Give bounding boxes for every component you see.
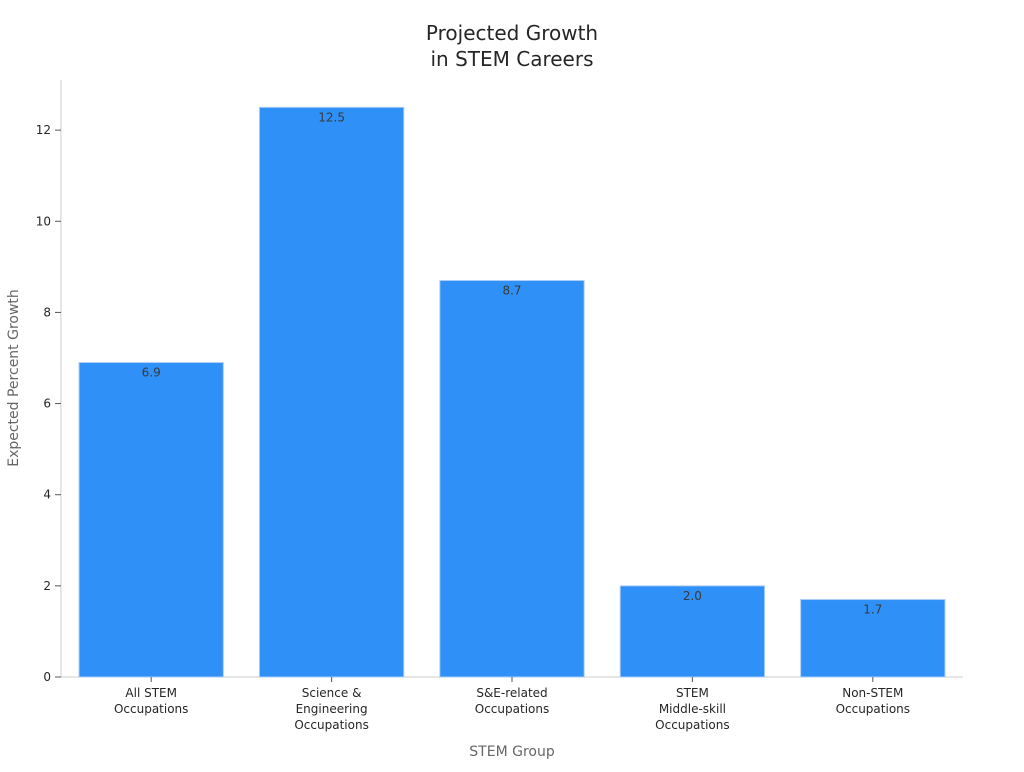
x-tick-label-line: Non-STEM [842,686,903,700]
bar [439,280,585,678]
x-tick-label-line: Occupations [294,718,368,732]
bar-value-labels: 6.9 12.5 8.7 2.0 1.7 [142,110,883,616]
x-tick-label-line: Occupations [475,702,549,716]
x-tick-label-line: Occupations [114,702,188,716]
x-tick-label-line: Engineering [296,702,368,716]
bar [258,106,405,678]
bar-value-label: 8.7 [502,284,521,298]
x-tick-label: Non-STEM Occupations [836,686,910,716]
bar-value-label: 1.7 [863,603,882,617]
x-tick-label-line: Occupations [836,702,910,716]
bar [78,362,224,678]
chart-title-line-2: in STEM Careers [430,47,593,71]
x-tick-label-line: STEM [676,686,709,700]
x-tick-label: Science & Engineering Occupations [294,686,368,732]
bar-value-label: 2.0 [683,589,702,603]
x-axis-title: STEM Group [469,744,555,760]
y-axis-title: Expected Percent Growth [6,289,22,467]
y-tick-label: 12 [36,123,51,137]
chart-title: Projected Growth in STEM Careers [426,21,598,71]
y-tick-label: 4 [43,488,51,502]
chart-title-line-1: Projected Growth [426,21,598,45]
bar-value-label: 12.5 [318,110,345,124]
x-tick-label-line: Middle-skill [659,702,726,716]
x-tick-label: All STEM Occupations [114,686,188,716]
x-tick-label-line: All STEM [125,686,177,700]
x-axis-ticks: All STEM Occupations Science & Engineering O… [114,677,910,732]
y-tick-label: 2 [43,579,51,593]
x-tick-label-line: S&E-related [476,686,547,700]
x-tick-label: STEM Middle-skill Occupations [655,686,729,732]
y-tick-label: 10 [36,214,51,228]
y-tick-label: 8 [43,305,51,319]
bars-group [78,106,946,678]
x-tick-label: S&E-related Occupations [475,686,549,716]
bar-value-label: 6.9 [142,366,161,380]
y-axis-ticks: 0 2 4 6 8 10 12 [36,123,61,684]
x-tick-label-line: Occupations [655,718,729,732]
y-tick-label: 6 [43,397,51,411]
bar [619,585,766,678]
y-tick-label: 0 [43,670,51,684]
x-tick-label-line: Science & [302,686,362,700]
